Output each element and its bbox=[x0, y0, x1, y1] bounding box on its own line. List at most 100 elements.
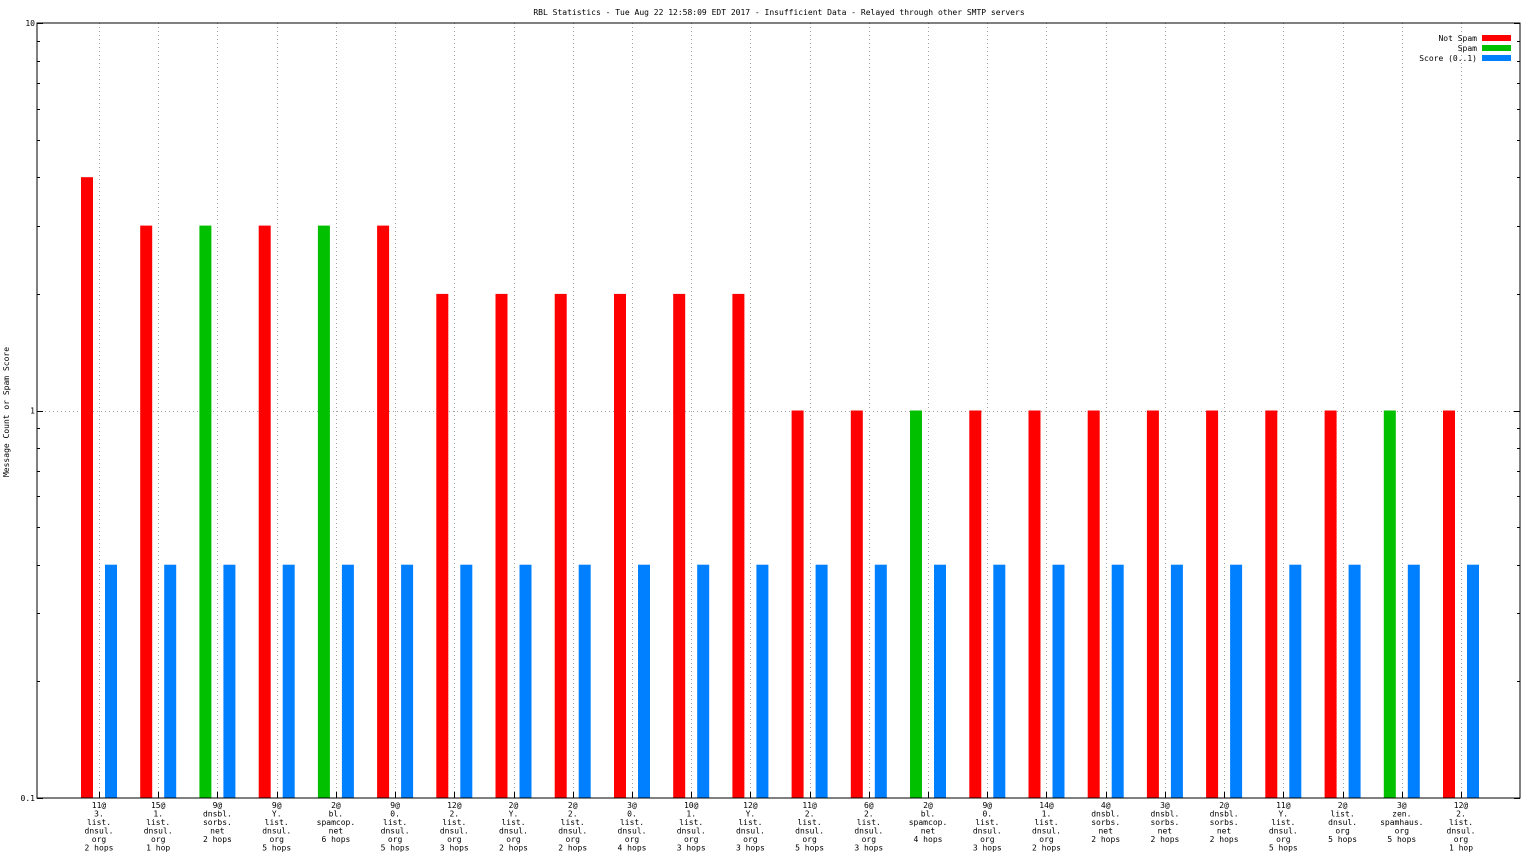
bar-not-spam bbox=[673, 293, 686, 798]
x-tick-label: org bbox=[1335, 827, 1350, 836]
x-tick-label: list. bbox=[1331, 810, 1355, 819]
x-tick-label: spamcop. bbox=[909, 818, 948, 827]
x-tick-label: org bbox=[743, 835, 758, 844]
x-tick-label: 1 hop bbox=[146, 844, 170, 853]
plot-border bbox=[36, 22, 1521, 799]
x-tick-label: 4@ bbox=[1101, 801, 1111, 810]
x-tick-label: dnsul. bbox=[973, 827, 1002, 836]
x-tick-label: 2. bbox=[449, 810, 459, 819]
x-tick-label: 2@ bbox=[1338, 801, 1348, 810]
x-tick-label: Y. bbox=[1278, 810, 1288, 819]
bar-spam bbox=[910, 410, 922, 798]
bar-not-spam bbox=[140, 225, 153, 799]
y-tick-label: 0.1 bbox=[21, 794, 36, 803]
bars-layer bbox=[81, 177, 1479, 799]
x-tick-label: net bbox=[210, 827, 225, 836]
y-tick-label: 10 bbox=[25, 19, 35, 28]
x-tick-label: 6@ bbox=[864, 801, 874, 810]
x-tick-label: 2 hops bbox=[203, 835, 232, 844]
x-tick-label: 2@ bbox=[923, 801, 933, 810]
bar-not-spam bbox=[258, 225, 271, 799]
bar-not-spam bbox=[1265, 410, 1278, 798]
x-tick-label: 3 hops bbox=[973, 844, 1002, 853]
bar-score-0-1 bbox=[105, 564, 117, 798]
x-tick-label: 2@ bbox=[331, 801, 341, 810]
bar-score-0-1 bbox=[1111, 564, 1124, 798]
x-tick-label: bl. bbox=[921, 810, 935, 819]
bar-score-0-1 bbox=[697, 564, 710, 798]
x-tick-label: net bbox=[921, 827, 936, 836]
bar-spam bbox=[1383, 410, 1396, 798]
x-tick-label: list. bbox=[87, 818, 111, 827]
bar-not-spam bbox=[1028, 410, 1041, 798]
x-tick-label: dnsul. bbox=[618, 827, 647, 836]
x-tick-label: 0. bbox=[390, 810, 400, 819]
legend-label: Spam bbox=[1458, 44, 1477, 53]
bar-not-spam bbox=[1146, 410, 1159, 798]
bar-not-spam bbox=[1324, 410, 1337, 798]
bar-score-0-1 bbox=[401, 564, 414, 798]
x-tick-label: 0. bbox=[982, 810, 992, 819]
x-tick-label: dnsul. bbox=[440, 827, 469, 836]
bar-not-spam bbox=[1087, 410, 1100, 798]
x-tick-label: 9@ bbox=[213, 801, 223, 810]
legend-swatch bbox=[1482, 55, 1511, 61]
x-tick-label: 2@ bbox=[568, 801, 578, 810]
x-tick-label: 9@ bbox=[272, 801, 282, 810]
x-tick-label: list. bbox=[383, 818, 407, 827]
x-tick-label: list. bbox=[620, 818, 644, 827]
bar-score-0-1 bbox=[1407, 564, 1420, 798]
x-tick-label: 2 hops bbox=[558, 844, 587, 853]
x-tick-label: org bbox=[565, 835, 580, 844]
bar-score-0-1 bbox=[223, 564, 236, 798]
x-tick-label: 3 hops bbox=[854, 844, 883, 853]
x-tick-label: dnsul. bbox=[736, 827, 765, 836]
x-tick-label: 12@ bbox=[743, 801, 758, 810]
bar-score-0-1 bbox=[1052, 564, 1065, 798]
bar-not-spam bbox=[969, 410, 982, 798]
x-tick-label: 2 hops bbox=[499, 844, 528, 853]
x-tick-label: 3 hops bbox=[440, 844, 469, 853]
x-tick-label: 12@ bbox=[1454, 801, 1469, 810]
x-tick-label: org bbox=[92, 835, 107, 844]
x-tick-label: 2. bbox=[805, 810, 815, 819]
x-tick-label: org bbox=[1039, 835, 1054, 844]
bar-score-0-1 bbox=[1467, 564, 1479, 798]
bar-score-0-1 bbox=[282, 564, 295, 798]
x-tick-label: 2 hops bbox=[1150, 835, 1179, 844]
bar-not-spam bbox=[436, 293, 449, 798]
x-tick-label: list. bbox=[501, 818, 525, 827]
bar-not-spam bbox=[1443, 410, 1455, 798]
bar-score-0-1 bbox=[1348, 564, 1361, 798]
bar-score-0-1 bbox=[934, 564, 946, 798]
x-tick-label: 1. bbox=[686, 810, 696, 819]
x-tick-label: list. bbox=[1271, 818, 1295, 827]
bar-not-spam bbox=[81, 177, 93, 798]
x-tick-label: 5 hops bbox=[1328, 835, 1357, 844]
x-tick-label: 5 hops bbox=[381, 844, 410, 853]
x-tick-label: org bbox=[1395, 827, 1410, 836]
x-tick-label: 9@ bbox=[982, 801, 992, 810]
x-tick-label: 9@ bbox=[390, 801, 400, 810]
x-tick-label: Y. bbox=[272, 810, 282, 819]
x-tick-label: 2 hops bbox=[1032, 844, 1061, 853]
x-tick-label: bl. bbox=[329, 810, 343, 819]
x-tick-label: sorbs. bbox=[1210, 818, 1239, 827]
x-tick-label: net bbox=[1098, 827, 1113, 836]
x-tick-label: org bbox=[1276, 835, 1291, 844]
bar-score-0-1 bbox=[1170, 564, 1183, 798]
x-tick-label: dnsbl. bbox=[1210, 810, 1239, 819]
bar-not-spam bbox=[614, 293, 626, 798]
x-tick-label: 3@ bbox=[1160, 801, 1170, 810]
legend-swatch bbox=[1482, 45, 1511, 51]
x-tick-label: Y. bbox=[509, 810, 519, 819]
x-tick-label: dnsul. bbox=[262, 827, 291, 836]
bar-not-spam bbox=[377, 225, 390, 799]
x-tick-label: 11@ bbox=[802, 801, 817, 810]
x-tick-label: 11@ bbox=[92, 801, 107, 810]
legend-swatch bbox=[1482, 35, 1511, 41]
bar-score-0-1 bbox=[815, 564, 828, 798]
x-tick-label: 5 hops bbox=[262, 844, 291, 853]
